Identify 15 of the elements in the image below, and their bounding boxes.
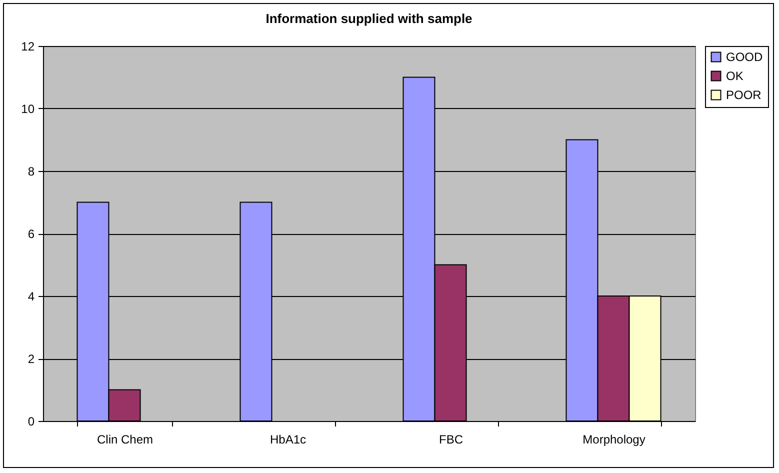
legend-label: OK (726, 69, 744, 83)
x-tick-label: FBC (439, 432, 464, 446)
legend-label: POOR (726, 88, 762, 102)
y-tick-label: 0 (28, 414, 35, 428)
y-tick-label: 4 (28, 290, 35, 304)
y-tick-label: 12 (21, 40, 35, 54)
chart-title: Information supplied with sample (266, 11, 472, 26)
y-tick-label: 8 (28, 164, 35, 178)
x-tick-label: Morphology (582, 432, 646, 446)
y-tick-label: 6 (28, 227, 35, 241)
y-tick-label: 2 (28, 352, 35, 366)
legend-label: GOOD (726, 50, 763, 64)
y-tick-label: 10 (21, 102, 35, 116)
x-tick-label: HbA1c (270, 432, 306, 446)
x-tick-label: Clin Chem (96, 432, 154, 446)
